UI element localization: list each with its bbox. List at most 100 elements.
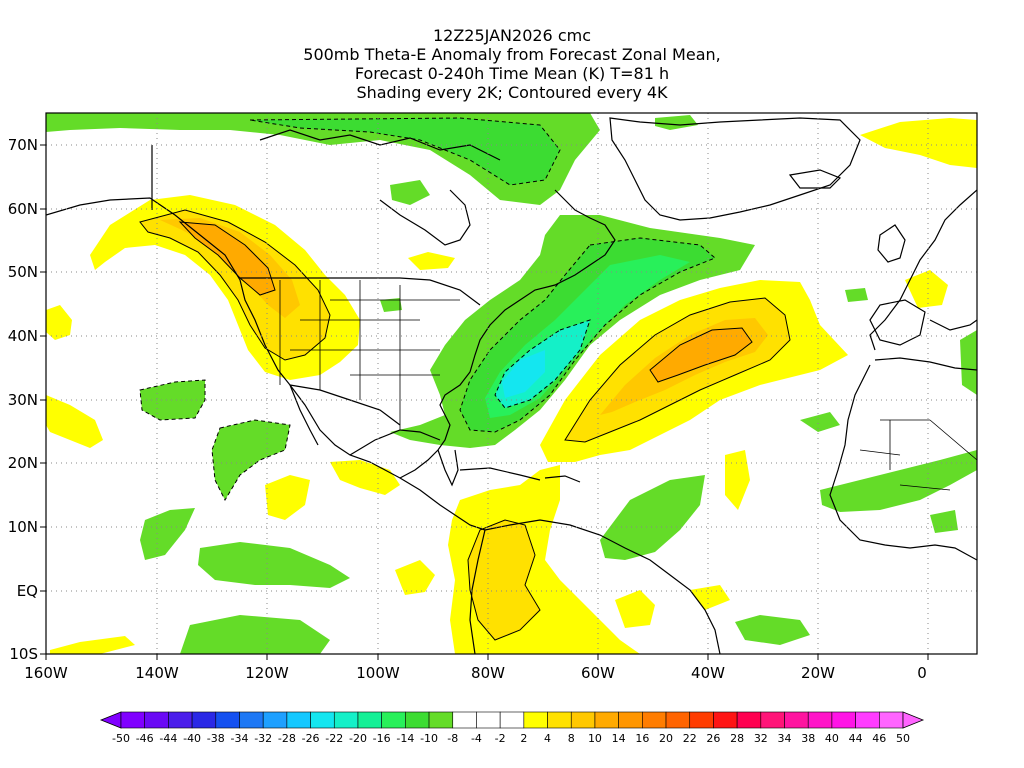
neg-region-iberia (845, 288, 868, 302)
pos-region-atlantic-eq (615, 590, 655, 628)
anomaly-shading-layer (46, 113, 977, 654)
colorbar-label: -20 (349, 732, 367, 745)
border-us-mexico (289, 384, 401, 426)
pos-region-pacific-south (50, 636, 135, 654)
contour-carib (467, 519, 541, 641)
map-title-block: 12Z25JAN2026 cmc 500mb Theta-E Anomaly f… (0, 26, 1024, 102)
coastline-arctic-islands (259, 129, 501, 161)
coastline-central-america (399, 477, 486, 531)
colorbar-label: -40 (183, 732, 201, 745)
colorbar-label: 16 (635, 732, 649, 745)
pos-region-mexico (265, 475, 310, 520)
colorbar-swatch (878, 711, 904, 729)
colorbar-swatch (784, 711, 809, 729)
colorbar-swatch (405, 711, 430, 729)
neg-region-ontario (380, 298, 402, 312)
gridlines (46, 113, 977, 654)
colorbar-label: 40 (825, 732, 839, 745)
colorbar-swatch (452, 711, 477, 729)
contour-atl-4 (564, 297, 791, 443)
lat-axis-labels: 70N 60N 50N 40N 30N 20N 10N EQ 10S (8, 136, 38, 663)
neg-region-great-lakes (390, 180, 430, 205)
colorbar-swatch (831, 711, 856, 729)
colorbar-swatch (286, 711, 311, 729)
lat-label-60n: 60N (8, 200, 38, 218)
colorbar-label: 28 (730, 732, 744, 745)
colorbar-label: -38 (207, 732, 225, 745)
lat-label-30n: 30N (8, 391, 38, 409)
lat-label-20n: 20N (8, 454, 38, 472)
contour-east-neg4 (459, 237, 716, 433)
colorbar-swatch (499, 711, 525, 729)
colorbar-label: 22 (683, 732, 697, 745)
colorbar-swatch (428, 711, 454, 729)
neg-region-pacific-1 (140, 380, 205, 420)
lon-label-140w: 140W (135, 664, 179, 682)
neg-region-pacific-3 (140, 508, 195, 560)
lat-label-10s: 10S (9, 645, 38, 663)
coastline-iberia (869, 299, 926, 346)
colorbar-label: 38 (801, 732, 815, 745)
colorbar-arrow-right (902, 711, 925, 729)
colorbar-label: 44 (849, 732, 863, 745)
title-line-forecast: Forecast 0-240h Time Mean (K) T=81 h (354, 64, 670, 83)
plot-frame (45, 112, 978, 655)
neg-region-atlantic-3 (735, 615, 810, 645)
pos-region-pacific-nw (46, 305, 72, 340)
lon-label-100w: 100W (356, 664, 400, 682)
colorbar-swatch (333, 711, 359, 729)
colorbar-label: -2 (495, 732, 506, 745)
coastline-greenland (609, 117, 861, 221)
pos-region-north-atlantic (860, 118, 977, 168)
colorbar-label: -8 (447, 732, 458, 745)
title-line-variable: 500mb Theta-E Anomaly from Forecast Zona… (303, 45, 721, 64)
coastline-south-america (484, 519, 721, 654)
colorbar-arrow-left (99, 711, 122, 729)
coastline-british-isles (877, 224, 906, 263)
colorbar-swatch (191, 711, 217, 729)
pos-region-pacific-eq (395, 560, 435, 595)
colorbar-label: 46 (872, 732, 886, 745)
coastline-south-america-west (469, 529, 486, 654)
pos-region-france (905, 270, 948, 308)
colorbar-label: 8 (568, 732, 575, 745)
coastline-baja (289, 384, 319, 446)
colorbar-label: 2 (520, 732, 527, 745)
colorbar-label: -16 (373, 732, 391, 745)
lon-label-40w: 40W (691, 664, 725, 682)
colorbar-label: 20 (659, 732, 673, 745)
colorbar-label: -4 (471, 732, 482, 745)
colorbar-label: -44 (159, 732, 177, 745)
colorbar-swatch (239, 711, 264, 729)
neg-region-pacific-2 (212, 420, 290, 500)
colorbar-swatch (547, 711, 572, 729)
colorbar-label: 50 (896, 732, 910, 745)
colorbar-swatch (689, 711, 714, 729)
ticks-left (40, 144, 46, 655)
neg-region-atlantic-2 (800, 412, 840, 432)
pos-region-brazil (690, 585, 730, 610)
neg-region-med (960, 330, 977, 395)
border-africa (859, 419, 977, 491)
colorbar-label: 34 (778, 732, 792, 745)
coastline-hispaniola (544, 475, 581, 483)
contour-west-4 (139, 209, 331, 361)
neg-region-east-us-aqua (502, 350, 545, 398)
colorbar-label: -34 (230, 732, 248, 745)
lat-label-50n: 50N (8, 263, 38, 281)
contour-atl-8 (649, 327, 753, 383)
colorbar-swatch (168, 711, 193, 729)
contour-east-neg8 (494, 319, 591, 409)
pos-region-pacific-hawaii (46, 395, 103, 448)
colorbar-swatch (760, 711, 785, 729)
lon-label-0: 0 (917, 664, 927, 682)
lon-label-60w: 60W (581, 664, 615, 682)
lon-label-160w: 160W (24, 664, 68, 682)
coastline-cuba (459, 467, 541, 481)
colorbar-label: -22 (325, 732, 343, 745)
colorbar-swatch (618, 711, 643, 729)
colorbar-swatch (642, 711, 667, 729)
lon-axis-labels: 160W 140W 120W 100W 80W 60W 40W 20W 0 (24, 664, 927, 682)
colorbar-swatch (523, 711, 548, 729)
